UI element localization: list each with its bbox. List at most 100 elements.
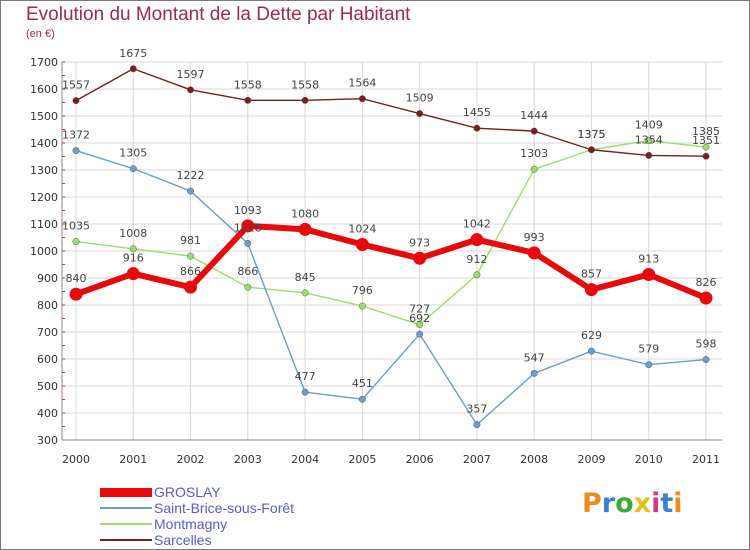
y-tick-label: 800	[37, 299, 58, 312]
data-point-groslay	[126, 267, 140, 281]
data-label-sarcelles: 1375	[577, 128, 605, 141]
data-point-groslay	[699, 291, 713, 305]
data-point-montmagny	[72, 238, 80, 246]
data-point-saint-brice-sous-for-t	[244, 239, 252, 247]
data-point-sarcelles	[645, 151, 653, 159]
x-tick-label: 2002	[177, 453, 205, 466]
data-point-sarcelles	[530, 127, 538, 135]
data-label-sarcelles: 1354	[635, 133, 663, 146]
data-label-montmagny: 845	[295, 271, 316, 284]
data-point-groslay	[527, 246, 541, 260]
data-point-groslay	[298, 222, 312, 236]
legend-swatch	[100, 539, 152, 541]
x-tick-label: 2007	[463, 453, 491, 466]
y-tick-label: 700	[37, 326, 58, 339]
data-label-groslay: 866	[180, 265, 201, 278]
data-label-groslay: 1042	[463, 218, 491, 231]
data-label-sarcelles: 1564	[348, 77, 376, 90]
data-point-montmagny	[416, 321, 424, 329]
data-point-saint-brice-sous-for-t	[416, 330, 424, 338]
data-point-montmagny	[473, 271, 481, 279]
y-tick-label: 400	[37, 407, 58, 420]
data-label-saint-brice-sous-for-t: 477	[295, 370, 316, 383]
data-point-sarcelles	[301, 96, 309, 104]
data-point-sarcelles	[187, 86, 194, 94]
data-label-montmagny: 981	[180, 234, 201, 247]
legend-label: GROSLAY	[154, 484, 221, 500]
x-tick-label: 2001	[119, 453, 147, 466]
data-point-sarcelles	[72, 97, 80, 105]
data-label-sarcelles: 1444	[520, 109, 548, 122]
data-point-montmagny	[702, 143, 710, 151]
data-label-sarcelles: 1558	[291, 78, 319, 91]
data-label-sarcelles: 1558	[234, 78, 262, 91]
data-label-saint-brice-sous-for-t: 629	[581, 329, 602, 342]
data-point-saint-brice-sous-for-t	[702, 356, 710, 363]
data-label-montmagny: 1008	[119, 227, 147, 240]
legend-swatch	[100, 507, 152, 509]
legend-item: Montmagny	[100, 516, 294, 532]
data-label-saint-brice-sous-for-t: 1028	[234, 221, 262, 234]
data-point-saint-brice-sous-for-t	[473, 421, 481, 429]
data-point-groslay	[355, 238, 369, 252]
data-label-saint-brice-sous-for-t: 579	[638, 343, 659, 356]
unit-label: (en €)	[26, 28, 55, 40]
legend-item: GROSLAY	[100, 484, 294, 500]
data-label-groslay: 1024	[348, 223, 376, 236]
data-label-montmagny: 727	[409, 303, 430, 316]
data-point-saint-brice-sous-for-t	[72, 147, 80, 155]
data-label-montmagny: 796	[352, 284, 373, 297]
data-point-groslay	[184, 280, 198, 294]
legend: GROSLAY Saint-Brice-sous-Forêt Montmagny Sa…	[100, 484, 294, 548]
data-label-groslay: 916	[123, 252, 144, 265]
data-label-saint-brice-sous-for-t: 357	[466, 403, 487, 416]
y-tick-label: 1400	[30, 137, 58, 150]
data-point-sarcelles	[473, 124, 481, 132]
data-label-saint-brice-sous-for-t: 1305	[119, 147, 147, 160]
y-tick-label: 1300	[30, 164, 58, 177]
data-point-groslay	[470, 233, 484, 247]
data-label-montmagny: 1035	[62, 220, 90, 233]
x-tick-label: 2008	[520, 453, 548, 466]
x-tick-label: 2011	[692, 453, 720, 466]
data-point-montmagny	[129, 245, 137, 253]
y-tick-label: 600	[37, 353, 58, 366]
data-point-saint-brice-sous-for-t	[645, 361, 653, 369]
legend-label: Montmagny	[154, 516, 228, 532]
data-label-montmagny: 1303	[520, 147, 548, 160]
data-label-groslay: 913	[638, 252, 659, 265]
data-label-sarcelles: 1675	[119, 47, 147, 60]
data-label-groslay: 1080	[291, 207, 319, 220]
data-label-groslay: 826	[696, 276, 717, 289]
legend-swatch	[100, 487, 152, 497]
x-tick-label: 2006	[406, 453, 434, 466]
series-line-montmagny	[75, 139, 707, 326]
x-tick-label: 2004	[291, 453, 319, 466]
data-label-sarcelles: 1557	[62, 79, 90, 92]
data-point-groslay	[69, 287, 83, 301]
data-label-saint-brice-sous-for-t: 547	[524, 351, 545, 364]
data-label-groslay: 857	[581, 268, 602, 281]
data-label-sarcelles: 1351	[692, 134, 720, 147]
y-tick-label: 1500	[30, 110, 58, 123]
y-tick-label: 1700	[30, 56, 58, 69]
legend-item: Sarcelles	[100, 532, 294, 548]
x-tick-label: 2000	[62, 453, 90, 466]
legend-swatch	[100, 523, 152, 525]
x-tick-label: 2009	[577, 453, 605, 466]
data-point-saint-brice-sous-for-t	[358, 395, 366, 403]
data-label-sarcelles: 1509	[406, 92, 434, 105]
legend-item: Saint-Brice-sous-Forêt	[100, 500, 294, 516]
chart-title: Evolution du Montant de la Dette par Hab…	[26, 4, 411, 25]
y-tick-label: 1000	[30, 245, 58, 258]
data-label-saint-brice-sous-for-t: 451	[352, 377, 373, 390]
data-point-montmagny	[358, 302, 366, 310]
series-line-saint-brice-sous-for-t	[75, 149, 707, 426]
data-label-groslay: 1093	[234, 204, 262, 217]
data-point-groslay	[241, 219, 255, 233]
data-point-montmagny	[645, 137, 653, 145]
data-label-sarcelles: 1597	[177, 68, 205, 81]
data-label-montmagny: 1409	[635, 119, 663, 132]
data-point-saint-brice-sous-for-t	[129, 165, 137, 173]
data-point-sarcelles	[244, 96, 252, 104]
